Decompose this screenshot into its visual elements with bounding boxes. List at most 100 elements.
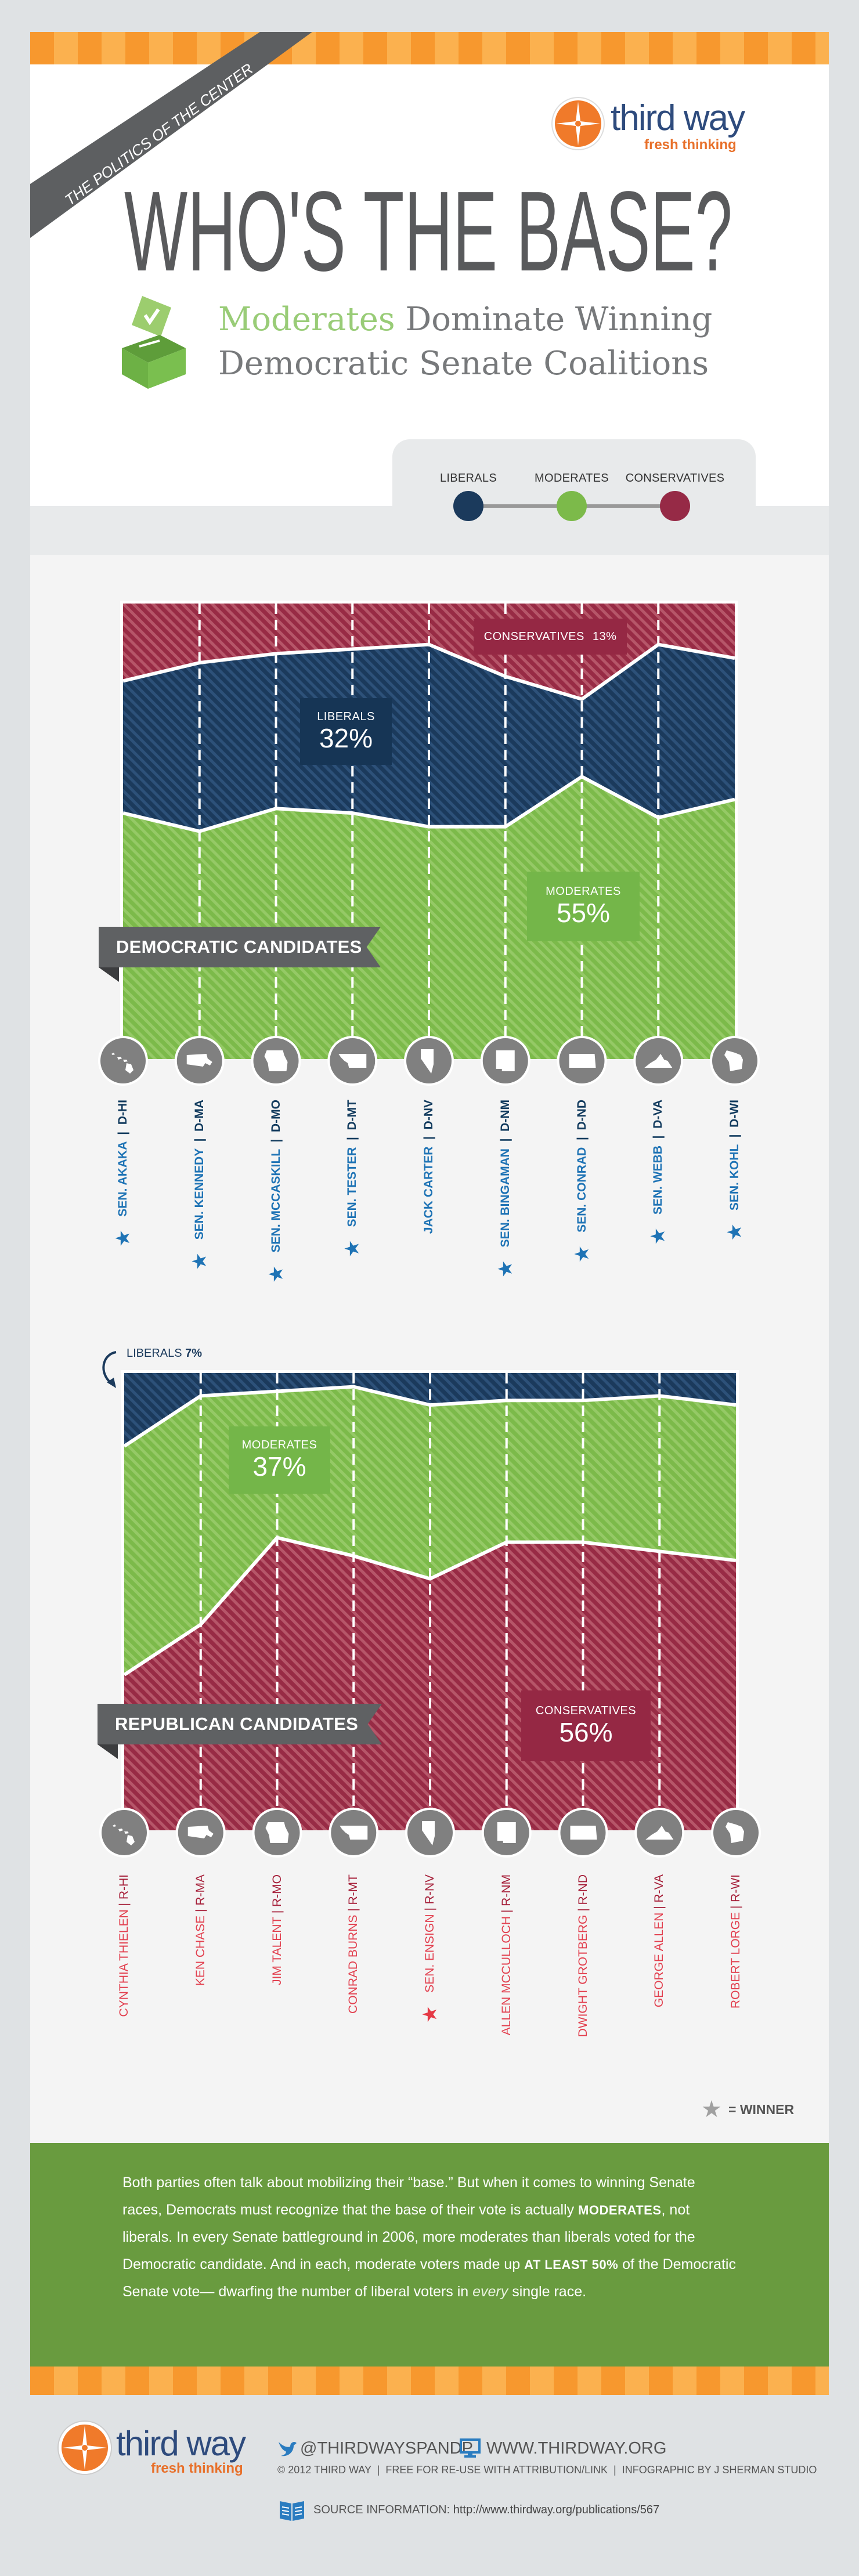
- callout-conservatives: CONSERVATIVES 13%: [474, 619, 627, 655]
- winner-star-icon: ★: [494, 1260, 517, 1278]
- callout-value: 55%: [556, 898, 611, 928]
- source-link[interactable]: http://www.thirdway.org/publications/567: [453, 2503, 660, 2516]
- callout-label: MODERATES: [241, 1439, 317, 1452]
- legend-label-moderates: MODERATES: [535, 472, 609, 485]
- banner-fold: [98, 1744, 118, 1759]
- separator: |: [117, 1899, 131, 1910]
- source-line: SOURCE INFORMATION: http://www.thirdway.…: [313, 2503, 659, 2517]
- website-link[interactable]: WWW.THIRDWAY.ORG: [486, 2439, 667, 2458]
- callout-label: LIBERALS: [127, 1347, 182, 1360]
- ribbon: THE POLITICS OF THE CENTER: [30, 32, 312, 238]
- third-way-logo-icon: [57, 2420, 112, 2475]
- separator: |: [193, 1905, 207, 1916]
- separator: |: [652, 1902, 666, 1913]
- separator: |: [269, 1132, 283, 1150]
- winner-star-icon: ★: [188, 1252, 211, 1270]
- candidate-label: JIM TALENT | R-MO: [270, 1874, 285, 1985]
- candidate-name: CONRAD BURNS: [347, 1914, 360, 2014]
- candidate-label: ALLEN MCCULLOCH | R-NM: [499, 1874, 514, 2035]
- virginia-icon: [644, 1054, 673, 1068]
- separator: |: [727, 1127, 741, 1145]
- candidate-name: SEN. MCCASKILL: [269, 1149, 283, 1253]
- candidate-label: ROBERT LORGE | R-WI: [728, 1874, 743, 2008]
- bottom-stripe: [30, 2367, 829, 2395]
- legend-dot-conservatives: [660, 491, 690, 521]
- paragraph-segment: MODERATES: [578, 2203, 662, 2217]
- candidate-name: JACK CARTER: [422, 1146, 435, 1234]
- candidate-party: R-MA: [193, 1874, 207, 1906]
- candidate-label: CONRAD BURNS | R-MT: [346, 1874, 361, 2014]
- twitter-bird-icon: [279, 2442, 297, 2456]
- candidate-name: GEORGE ALLEN: [652, 1912, 666, 2008]
- separator: |: [651, 1128, 665, 1146]
- callout-moderates: MODERATES 55%: [527, 872, 640, 941]
- logo-tagline: fresh thinking: [644, 137, 737, 153]
- candidate-party: R-MO: [270, 1874, 284, 1907]
- logo-name: third way: [611, 98, 745, 138]
- candidate-party: R-HI: [117, 1874, 131, 1900]
- page-title: WHO'S THE BASE?: [124, 180, 732, 279]
- source-label: SOURCE INFORMATION:: [313, 2503, 450, 2516]
- infographic-credit: INFOGRAPHIC BY J SHERMAN STUDIO: [622, 2464, 817, 2476]
- wisconsin-icon: [724, 1050, 743, 1071]
- callout-moderates: MODERATES 37%: [229, 1426, 330, 1494]
- subtitle-highlight: Moderates: [218, 301, 395, 338]
- candidate-label: ★ SEN. MCCASKILL | D-MO: [265, 1100, 287, 1283]
- winner-legend-text: = WINNER: [728, 2102, 795, 2117]
- candidate-party: R-WI: [729, 1874, 742, 1902]
- copyright: © 2012 THIRD WAY: [277, 2464, 371, 2476]
- separator: |: [347, 1905, 360, 1915]
- candidate-name: SEN. ENSIGN: [423, 1914, 436, 1993]
- candidate-party: D-MA: [192, 1100, 206, 1132]
- curved-arrow-icon: [102, 1351, 117, 1388]
- candidate-name: KEN CHASE: [193, 1915, 207, 1986]
- wisconsin-icon: [726, 1822, 744, 1843]
- candidate-party: D-WI: [727, 1100, 741, 1128]
- candidate-name: SEN. CONRAD: [575, 1147, 589, 1233]
- candidate-name: ROBERT LORGE: [729, 1912, 742, 2009]
- legend-dot-moderates: [557, 491, 587, 521]
- candidate-name: ALLEN MCCULLOCH: [499, 1916, 513, 2036]
- virginia-icon: [645, 1826, 674, 1840]
- twitter-handle-link[interactable]: @THIRDWAYSPANDP: [300, 2439, 473, 2458]
- credits-line: © 2012 THIRD WAY | FREE FOR RE-USE WITH …: [277, 2464, 817, 2476]
- candidate-party: D-VA: [651, 1100, 665, 1129]
- candidate-party: D-MO: [269, 1100, 283, 1132]
- separator: |: [422, 1129, 435, 1147]
- candidate-label: ★ SEN. BINGAMAN | D-NM: [494, 1100, 517, 1278]
- separator: |: [345, 1130, 359, 1147]
- north-dakota-icon: [569, 1054, 596, 1068]
- banner-fold: [99, 967, 119, 982]
- candidate-party: D-ND: [575, 1100, 589, 1130]
- paragraph-segment: , not liberals. In every Senate battlegr…: [122, 2202, 695, 2272]
- callout-conservatives: CONSERVATIVES 56%: [521, 1690, 651, 1761]
- candidate-label: ★ SEN. KOHL | D-WI: [724, 1100, 746, 1241]
- series-boundary: [122, 774, 735, 833]
- candidate-label: ★ SEN. CONRAD | D-ND: [571, 1100, 593, 1263]
- new-mexico-icon: [496, 1050, 515, 1071]
- callout-label: CONSERVATIVES: [483, 630, 584, 643]
- footer-logo-tagline: fresh thinking: [151, 2461, 243, 2476]
- candidate-name: SEN. BINGAMAN: [498, 1148, 512, 1248]
- top-stripe: [30, 32, 829, 64]
- separator: |: [270, 1907, 284, 1917]
- candidate-label: GEORGE ALLEN | R-VA: [652, 1874, 667, 2007]
- candidate-party: R-NV: [423, 1874, 436, 1905]
- callout-value: 7%: [185, 1347, 203, 1360]
- footer-logo-name: third way: [116, 2424, 246, 2463]
- candidate-party: D-HI: [116, 1100, 129, 1125]
- separator: |: [499, 1906, 513, 1916]
- nevada-icon: [421, 1049, 434, 1074]
- massachusetts-icon: [186, 1054, 212, 1067]
- candidate-label: JACK CARTER | D-NV: [421, 1100, 436, 1234]
- candidate-name: SEN. TESTER: [345, 1147, 359, 1227]
- paragraph-segment: every: [472, 2284, 508, 2300]
- paragraph-segment: Both parties often talk about mobilizing…: [122, 2174, 695, 2218]
- subtitle-rest: Dominate Winning: [395, 301, 713, 338]
- montana-icon: [338, 1054, 367, 1068]
- missouri-icon: [265, 1822, 289, 1843]
- republican-banner: REPUBLICAN CANDIDATES: [98, 1704, 382, 1744]
- summary-paragraph: Both parties often talk about mobilizing…: [122, 2169, 738, 2306]
- montana-icon: [340, 1826, 368, 1840]
